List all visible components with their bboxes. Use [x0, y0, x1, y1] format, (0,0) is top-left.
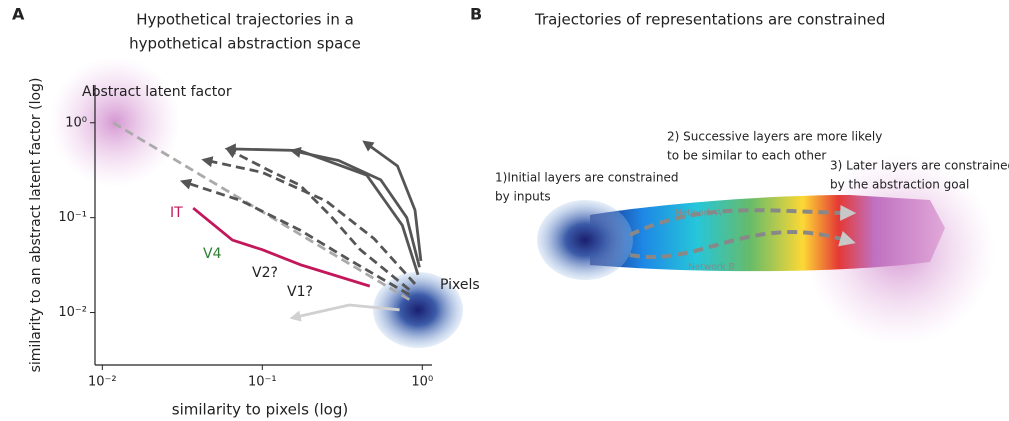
ribbon	[590, 195, 945, 271]
trajectory	[207, 161, 415, 285]
note: 2) Successive layers are more likely	[667, 130, 882, 144]
x-tick-label: 10⁻¹	[248, 375, 277, 390]
y-tick-label: 10⁻²	[58, 305, 87, 320]
annotation: V1?	[287, 284, 313, 300]
annotation: Abstract latent factor	[82, 84, 232, 100]
panel-title: Trajectories of representations are cons…	[534, 11, 885, 29]
panel-b: Trajectories of representations are cons…	[495, 11, 1009, 346]
note: by the abstraction goal	[830, 178, 969, 192]
note: 1)Initial layers are constrained	[495, 171, 678, 185]
annotation: IT	[170, 205, 183, 221]
trajectory	[295, 151, 420, 267]
x-axis-label: similarity to pixels (log)	[172, 401, 348, 419]
figure: A B Hypothetical trajectories in a hypot…	[0, 0, 1009, 421]
x-tick-label: 10⁻²	[88, 375, 117, 390]
network-label: Network A	[675, 209, 722, 219]
note: 3) Later layers are constrained	[830, 159, 1009, 173]
panel-label: A	[12, 5, 25, 24]
y-tick-label: 10⁰	[65, 115, 87, 130]
annotation: V2?	[252, 265, 278, 281]
note: to be similar to each other	[667, 149, 826, 163]
y-axis-label: similarity to an abstract latent factor …	[28, 78, 44, 373]
note: by inputs	[495, 190, 551, 204]
y-tick-label: 10⁻¹	[58, 210, 87, 225]
chart-title: hypothetical abstraction space	[129, 35, 361, 53]
network-label: Network B	[688, 263, 735, 273]
trajectory	[230, 149, 418, 275]
annotation: V4	[203, 246, 222, 262]
input-blob	[537, 200, 633, 280]
chart-title: Hypothetical trajectories in a	[136, 11, 354, 29]
x-tick-label: 10⁰	[411, 375, 433, 390]
annotation: Pixels	[440, 277, 480, 293]
panel-label: B	[470, 5, 482, 24]
